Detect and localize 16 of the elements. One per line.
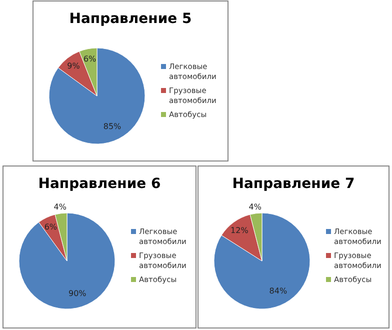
data-label: 6% — [44, 222, 58, 232]
chart-title: Направление 5 — [69, 11, 192, 27]
data-label: 9% — [67, 62, 80, 71]
data-label: 6% — [83, 54, 97, 64]
pie-slice — [48, 48, 146, 144]
chart-title: Направление 6 — [38, 176, 161, 192]
pie-slice — [18, 212, 116, 310]
data-label: 4% — [248, 202, 262, 212]
data-label: 90% — [68, 288, 87, 298]
pie-slice — [58, 51, 98, 96]
data-label: 84% — [269, 286, 288, 296]
chart-title: Направление 7 — [232, 176, 355, 192]
pie-slice — [214, 212, 310, 310]
data-label: 85% — [103, 122, 122, 131]
data-label: 4% — [54, 202, 67, 212]
data-label: 12% — [230, 226, 249, 235]
